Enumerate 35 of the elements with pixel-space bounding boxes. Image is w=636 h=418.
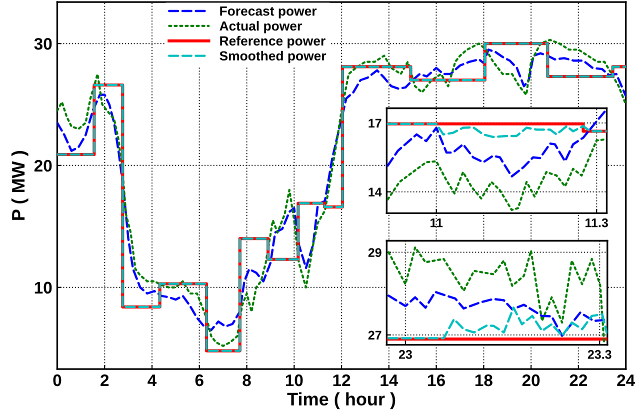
x-tick-label: 23 [398,350,412,359]
y-tick-label: 27 [368,330,382,340]
x-tick-label: 20 [522,374,540,386]
y-tick-label: 29 [368,248,382,257]
line-series [388,290,606,337]
line-series [388,306,608,340]
x-tick-label: 11 [430,218,443,228]
line-series [388,246,606,344]
x-tick-label: 4 [148,374,157,386]
x-tick-label: 22 [570,374,588,386]
x-tick-label: 10 [286,374,303,386]
legend-label: Forecast power [220,6,317,18]
y-tick-label: 14 [368,188,382,196]
x-tick-label: 16 [428,374,445,386]
x-tick-label: 14 [380,374,398,386]
x-tick-label: 23.3 [588,350,612,359]
x-tick-label: 18 [475,374,492,386]
legend-label: Actual power [220,20,302,34]
x-tick-label: 6 [195,374,204,386]
x-tick-label: 8 [242,374,251,386]
x-tick-label: 12 [333,374,350,386]
x-tick-label: 0 [53,374,62,386]
y-tick-label: 17 [368,118,382,128]
y-tick-label: 10 [34,282,52,294]
x-axis-title: Time ( hour ) [287,392,396,410]
line-series [386,122,607,138]
x-tick-label: 24 [617,374,636,386]
x-tick-label: 11.3 [586,218,608,228]
y-tick-label: 20 [34,160,52,172]
legend-label: Reference power [220,36,326,48]
x-tick-label: 2 [100,374,109,386]
y-tick-label: 30 [34,38,52,50]
y-axis-title: P ( MW ) [11,151,28,220]
legend-label: Smoothed power [220,50,326,64]
line-series [386,138,607,212]
